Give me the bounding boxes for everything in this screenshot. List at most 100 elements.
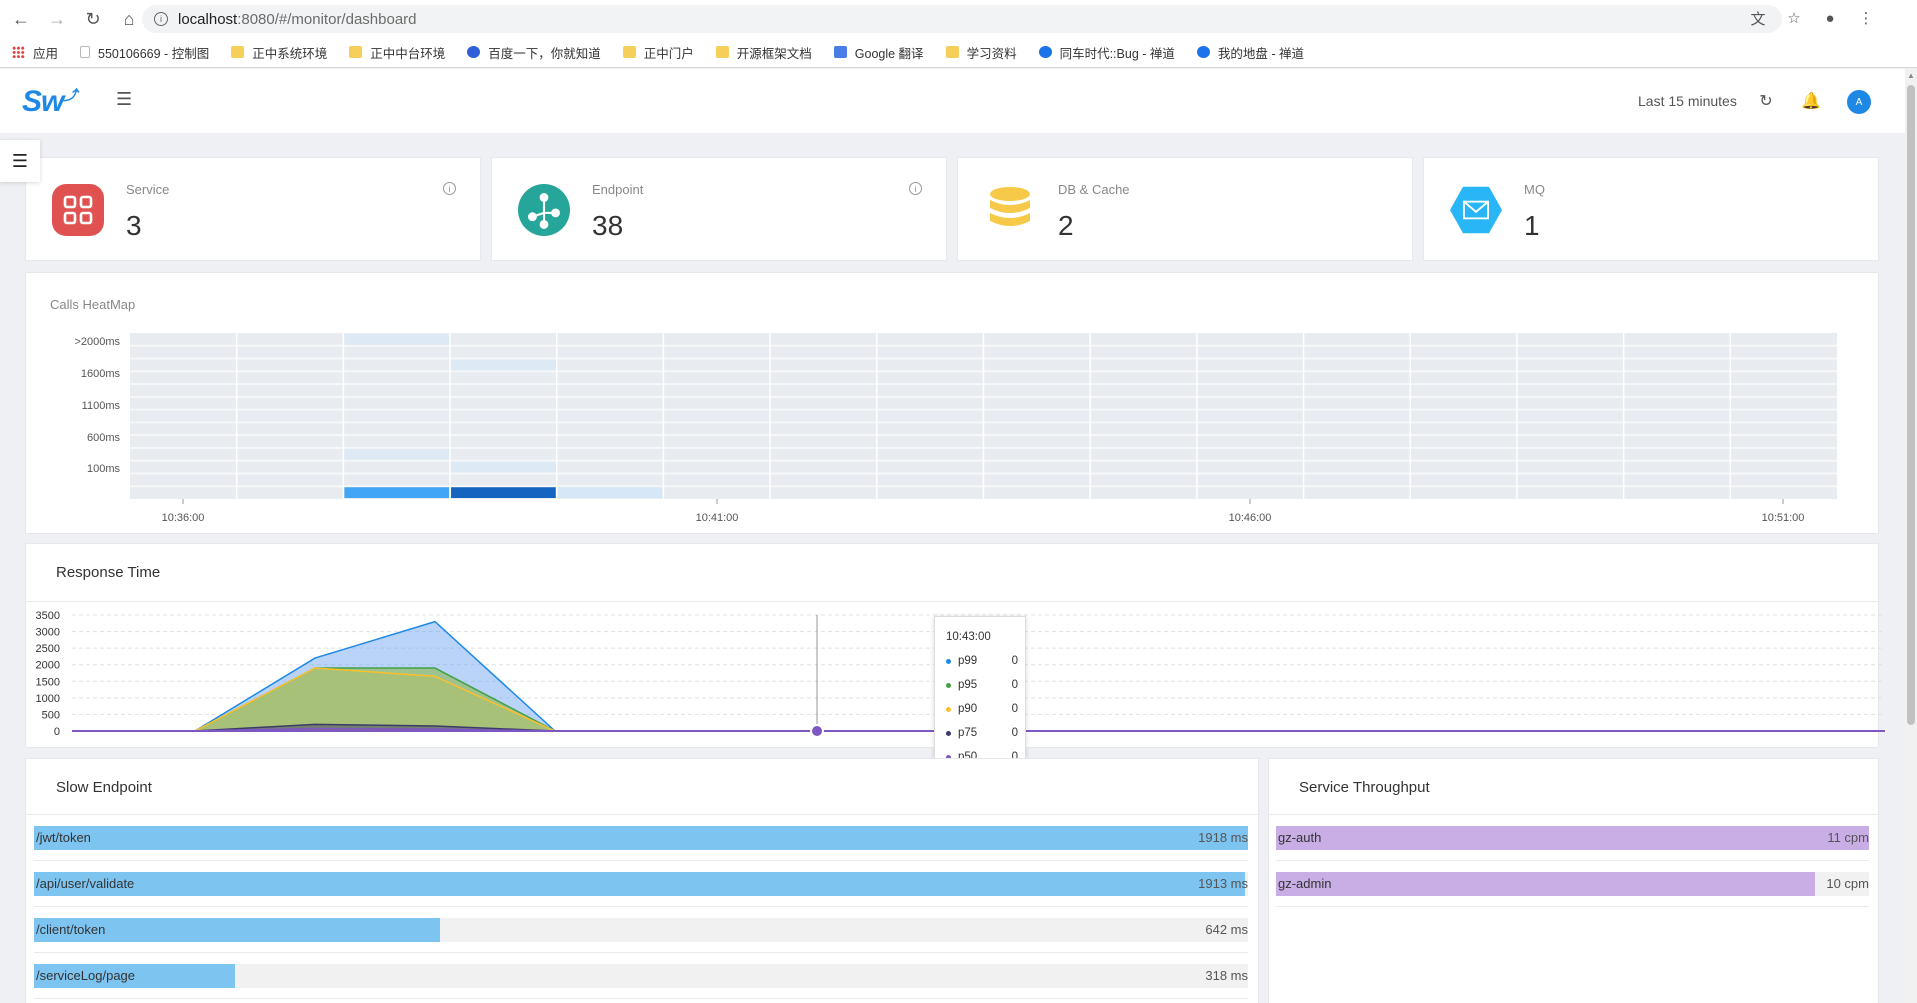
stat-label: DB & Cache (1058, 182, 1130, 197)
slow-endpoint-value: 1918 ms (1198, 830, 1248, 845)
bookmark-item[interactable]: 正中门户 (622, 43, 694, 62)
time-range-selector[interactable]: Last 15 minutes (1638, 93, 1737, 109)
tooltip-time: 10:43:00 (946, 631, 991, 643)
logo-text: Sw (22, 85, 64, 118)
hover-point[interactable] (810, 724, 824, 738)
stat-card-db-cache[interactable]: DB & Cache 2 (957, 157, 1413, 261)
bookmark-item[interactable]: 我的地盘 - 禅道 (1196, 43, 1304, 62)
bookmark-item[interactable]: 百度一下，你就知道 (467, 43, 601, 62)
tooltip-value: 0 (1011, 727, 1018, 739)
series-area-p90 (75, 668, 1875, 731)
row-divider (1276, 860, 1869, 861)
bell-icon[interactable]: 🔔 (1801, 93, 1821, 110)
scroll-up-arrow-icon[interactable]: ▲ (1907, 71, 1915, 80)
translate-icon[interactable]: 文 (1750, 10, 1766, 28)
slow-endpoint-label[interactable]: /api/user/validate (36, 876, 135, 891)
stat-value: 3 (126, 210, 142, 241)
slow-endpoint-bar-fill (34, 826, 1248, 850)
address-bar[interactable]: i localhost:8080/#/monitor/dashboard (142, 5, 1782, 33)
bookmark-item[interactable]: 学习资料 (945, 43, 1017, 62)
app-header: Sw⤴ ☰ Last 15 minutes ↻ 🔔 A (0, 69, 1905, 133)
page-icon (80, 46, 91, 58)
site-info-icon[interactable]: i (154, 12, 168, 26)
sidebar-toggle-button[interactable]: ☰ (0, 140, 40, 182)
y-tick-label: 0 (54, 726, 60, 738)
stat-value: 1 (1524, 210, 1540, 241)
slow-endpoint-label[interactable]: /jwt/token (36, 830, 91, 845)
heatmap-cell[interactable] (451, 461, 556, 473)
folder-icon (715, 46, 729, 58)
bookmark-item[interactable]: 550106669 - 控制图 (80, 43, 209, 62)
y-tick-label: 2000 (36, 660, 60, 672)
panel-divider (26, 814, 1260, 815)
heatmap-cell[interactable] (451, 487, 556, 498)
row-divider (34, 952, 1248, 953)
slow-endpoint-row[interactable]: /jwt/token 1918 ms (34, 826, 1248, 850)
throughput-label[interactable]: gz-admin (1278, 876, 1332, 891)
bookmark-item[interactable]: Google 翻译 (833, 43, 924, 62)
menu-indent-icon[interactable]: ☰ (116, 89, 133, 109)
slow-endpoint-bar-fill (34, 918, 441, 942)
scrollbar-thumb[interactable] (1907, 85, 1915, 725)
bookmark-item[interactable]: 同车时代::Bug - 禅道 (1038, 43, 1175, 62)
legend-dot (946, 682, 951, 688)
throughput-label[interactable]: gz-auth (1278, 830, 1322, 845)
skywalking-logo[interactable]: Sw⤴ (22, 85, 77, 118)
bookmark-item[interactable]: 正中系统环境 (231, 43, 327, 62)
slow-endpoint-row[interactable]: /api/user/validate 1913 ms (34, 872, 1248, 896)
bookmark-label: 正中系统环境 (252, 46, 328, 61)
legend-dot (946, 754, 951, 760)
slow-endpoint-value: 642 ms (1205, 922, 1248, 937)
slow-endpoint-label[interactable]: /client/token (36, 922, 106, 937)
refresh-icon[interactable]: ↻ (1759, 93, 1773, 110)
heatmap-cell[interactable] (344, 334, 450, 345)
tooltip-row-p95: p95 0 (946, 679, 1018, 691)
stat-card-mq[interactable]: MQ 1 (1423, 157, 1879, 261)
profile-icon[interactable]: ● (1825, 9, 1835, 27)
baidu-paw-icon (467, 46, 481, 58)
address-bar-actions: 文 ☆ ● ⋮ (1747, 7, 1877, 29)
y-tick-label: 1000 (36, 693, 60, 705)
throughput-row[interactable]: gz-admin 10 cpm (1276, 872, 1869, 896)
tooltip-value: 0 (1011, 751, 1018, 763)
bookmark-label: 开源框架文档 (736, 46, 812, 61)
reload-icon[interactable]: ↻ (85, 8, 101, 29)
slow-endpoint-bar-fill (34, 964, 236, 988)
info-icon[interactable]: i (909, 182, 922, 195)
endpoint-network-icon (518, 184, 570, 236)
heatmap-cell[interactable] (557, 487, 663, 498)
heatmap-cell[interactable] (451, 359, 556, 371)
heatmap-y-label: 1600ms (81, 368, 121, 380)
back-arrow-icon[interactable]: ← (12, 8, 30, 29)
slow-endpoint-row[interactable]: /serviceLog/page 318 ms (34, 964, 1248, 988)
tooltip-value: 0 (1011, 655, 1018, 667)
tooltip-series: p95 (958, 679, 978, 691)
stat-card-endpoint[interactable]: Endpoint 38 i (491, 157, 947, 261)
y-tick-label: 3000 (36, 627, 60, 639)
page-scrollbar[interactable]: ▲ (1905, 69, 1917, 1003)
slow-endpoint-row[interactable]: /client/token 642 ms (34, 918, 1248, 942)
home-icon[interactable]: ⌂ (123, 8, 135, 29)
throughput-row[interactable]: gz-auth 11 cpm (1276, 826, 1869, 850)
throughput-value: 10 cpm (1826, 876, 1869, 891)
calls-heatmap: >2000ms 1600ms 1100ms 600ms 100ms 10:36:00 10:… (74, 333, 1837, 524)
bookmarks-bar: 应用 550106669 - 控制图 正中系统环境 正中中台环境 百度一下，你就知道 正中… (0, 38, 1326, 66)
heatmap-cell[interactable] (344, 448, 450, 460)
user-avatar[interactable]: A (1847, 90, 1871, 114)
response-time-title: Response Time (56, 564, 161, 581)
y-tick-label: 3500 (36, 610, 60, 622)
info-icon[interactable]: i (443, 182, 456, 195)
bookmark-label: Google 翻译 (854, 46, 924, 61)
row-divider (34, 860, 1248, 861)
bookmark-item[interactable]: 开源框架文档 (715, 43, 812, 62)
bookmark-star-icon[interactable]: ☆ (1787, 10, 1801, 27)
bookmark-item[interactable]: 应用 (12, 43, 58, 62)
browser-menu-icon[interactable]: ⋮ (1858, 10, 1874, 27)
throughput-bar-fill (1276, 826, 1869, 850)
forward-arrow-icon[interactable]: → (48, 8, 66, 29)
stat-card-service[interactable]: Service 3 i (25, 157, 481, 261)
bookmark-item[interactable]: 正中中台环境 (349, 43, 445, 62)
heatmap-cell[interactable] (344, 487, 450, 498)
y-tick-label: 500 (42, 709, 60, 721)
slow-endpoint-label[interactable]: /serviceLog/page (36, 968, 136, 983)
